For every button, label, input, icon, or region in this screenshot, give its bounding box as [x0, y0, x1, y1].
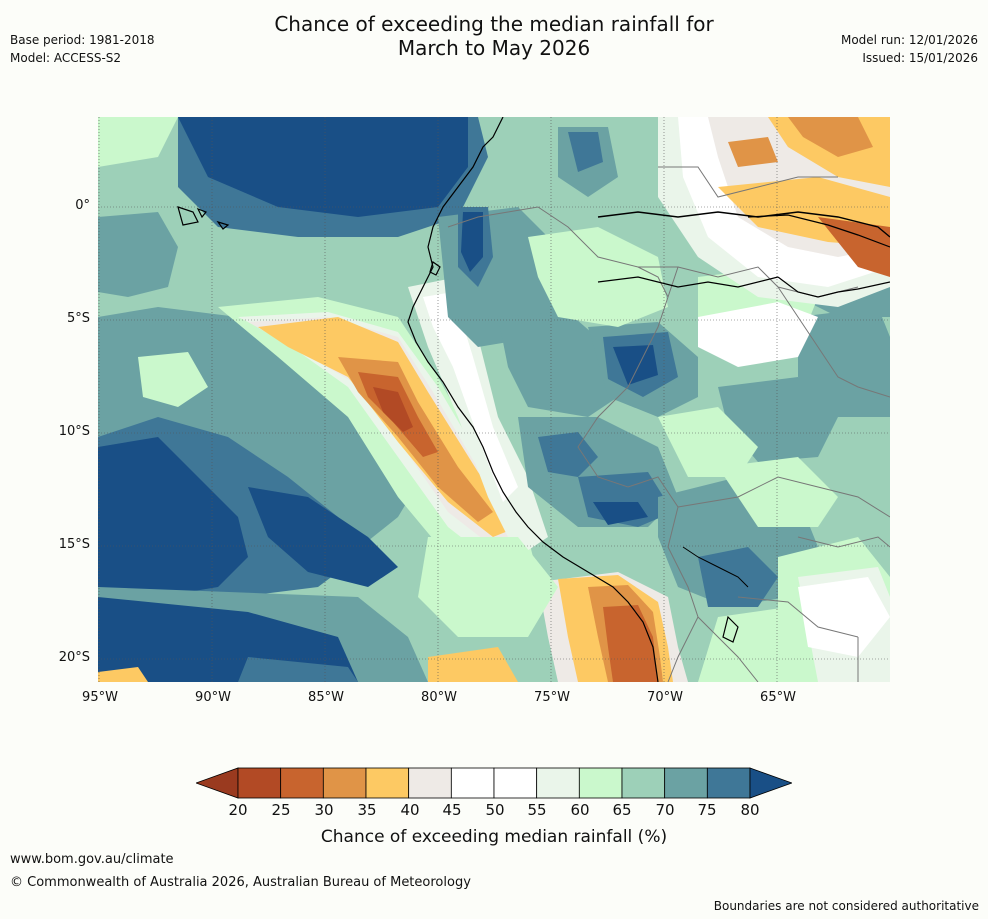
- model-text: Model: ACCESS-S2: [10, 51, 122, 65]
- colorbar-label: Chance of exceeding median rainfall (%): [320, 827, 668, 847]
- lon-label-95w: 95°W: [82, 690, 118, 705]
- issued-text: Issued: 15/01/2026: [862, 51, 978, 65]
- lat-label-5s: 5°S: [66, 311, 90, 326]
- title-line-1: Chance of exceeding the median rainfall …: [274, 12, 714, 36]
- cb-tick-40: 40: [400, 801, 420, 819]
- colorbar-cell: [621, 767, 666, 799]
- title-line-2: March to May 2026: [397, 36, 591, 60]
- lat-label-15s: 15°S: [58, 537, 90, 552]
- lon-label-70w: 70°W: [647, 690, 683, 705]
- cb-tick-55: 55: [527, 801, 547, 819]
- footer-copyright: © Commonwealth of Australia 2026, Austra…: [10, 875, 471, 890]
- colorbar-cell: [280, 767, 324, 799]
- cb-tick-75: 75: [697, 801, 717, 819]
- footer-note: Boundaries are not considered authoritat…: [713, 899, 979, 913]
- cb-tick-50: 50: [485, 801, 505, 819]
- cb-tick-70: 70: [655, 801, 675, 819]
- graticule: [98, 117, 890, 682]
- lat-label-0: 0°: [75, 198, 90, 213]
- colorbar-cell: [237, 767, 282, 799]
- colorbar-cell: [322, 767, 367, 799]
- lat-label-20s: 20°S: [58, 650, 90, 665]
- meta-right: Model run: 12/01/2026 Issued: 15/01/2026: [841, 31, 978, 67]
- footer-url: www.bom.gov.au/climate: [10, 852, 174, 867]
- lon-label-85w: 85°W: [308, 690, 344, 705]
- cb-tick-30: 30: [314, 801, 334, 819]
- map-title: Chance of exceeding the median rainfall …: [0, 12, 988, 60]
- colorbar-cell: [493, 767, 538, 799]
- country-borders: [447, 166, 890, 682]
- model-run-text: Model run: 12/01/2026: [840, 33, 978, 47]
- cb-tick-65: 65: [612, 801, 632, 819]
- lat-label-10s: 10°S: [58, 424, 90, 439]
- colorbar-cell: [365, 767, 410, 799]
- colorbar-cell: [578, 767, 623, 799]
- lon-label-75w: 75°W: [534, 690, 570, 705]
- base-period-text: Base period: 1981-2018: [10, 33, 155, 47]
- cb-tick-35: 35: [357, 801, 377, 819]
- colorbar-cell: [664, 767, 708, 799]
- cb-tick-80: 80: [740, 801, 760, 819]
- colorbar: [196, 767, 792, 799]
- colorbar-cell: [408, 767, 452, 799]
- lon-label-80w: 80°W: [421, 690, 457, 705]
- colorbar-cell: [450, 767, 495, 799]
- rainfall-map: [98, 117, 890, 682]
- lon-label-90w: 90°W: [195, 690, 231, 705]
- colorbar-cell: [536, 767, 580, 799]
- meta-left: Base period: 1981-2018 Model: ACCESS-S2: [10, 31, 155, 67]
- lon-label-65w: 65°W: [760, 690, 796, 705]
- cb-tick-60: 60: [570, 801, 590, 819]
- cb-tick-45: 45: [442, 801, 462, 819]
- coastline: [177, 117, 890, 682]
- colorbar-arrow-high: [749, 767, 792, 799]
- cb-tick-20: 20: [228, 801, 248, 819]
- colorbar-cell: [706, 767, 751, 799]
- colorbar-arrow-low: [196, 767, 239, 799]
- cb-tick-25: 25: [271, 801, 291, 819]
